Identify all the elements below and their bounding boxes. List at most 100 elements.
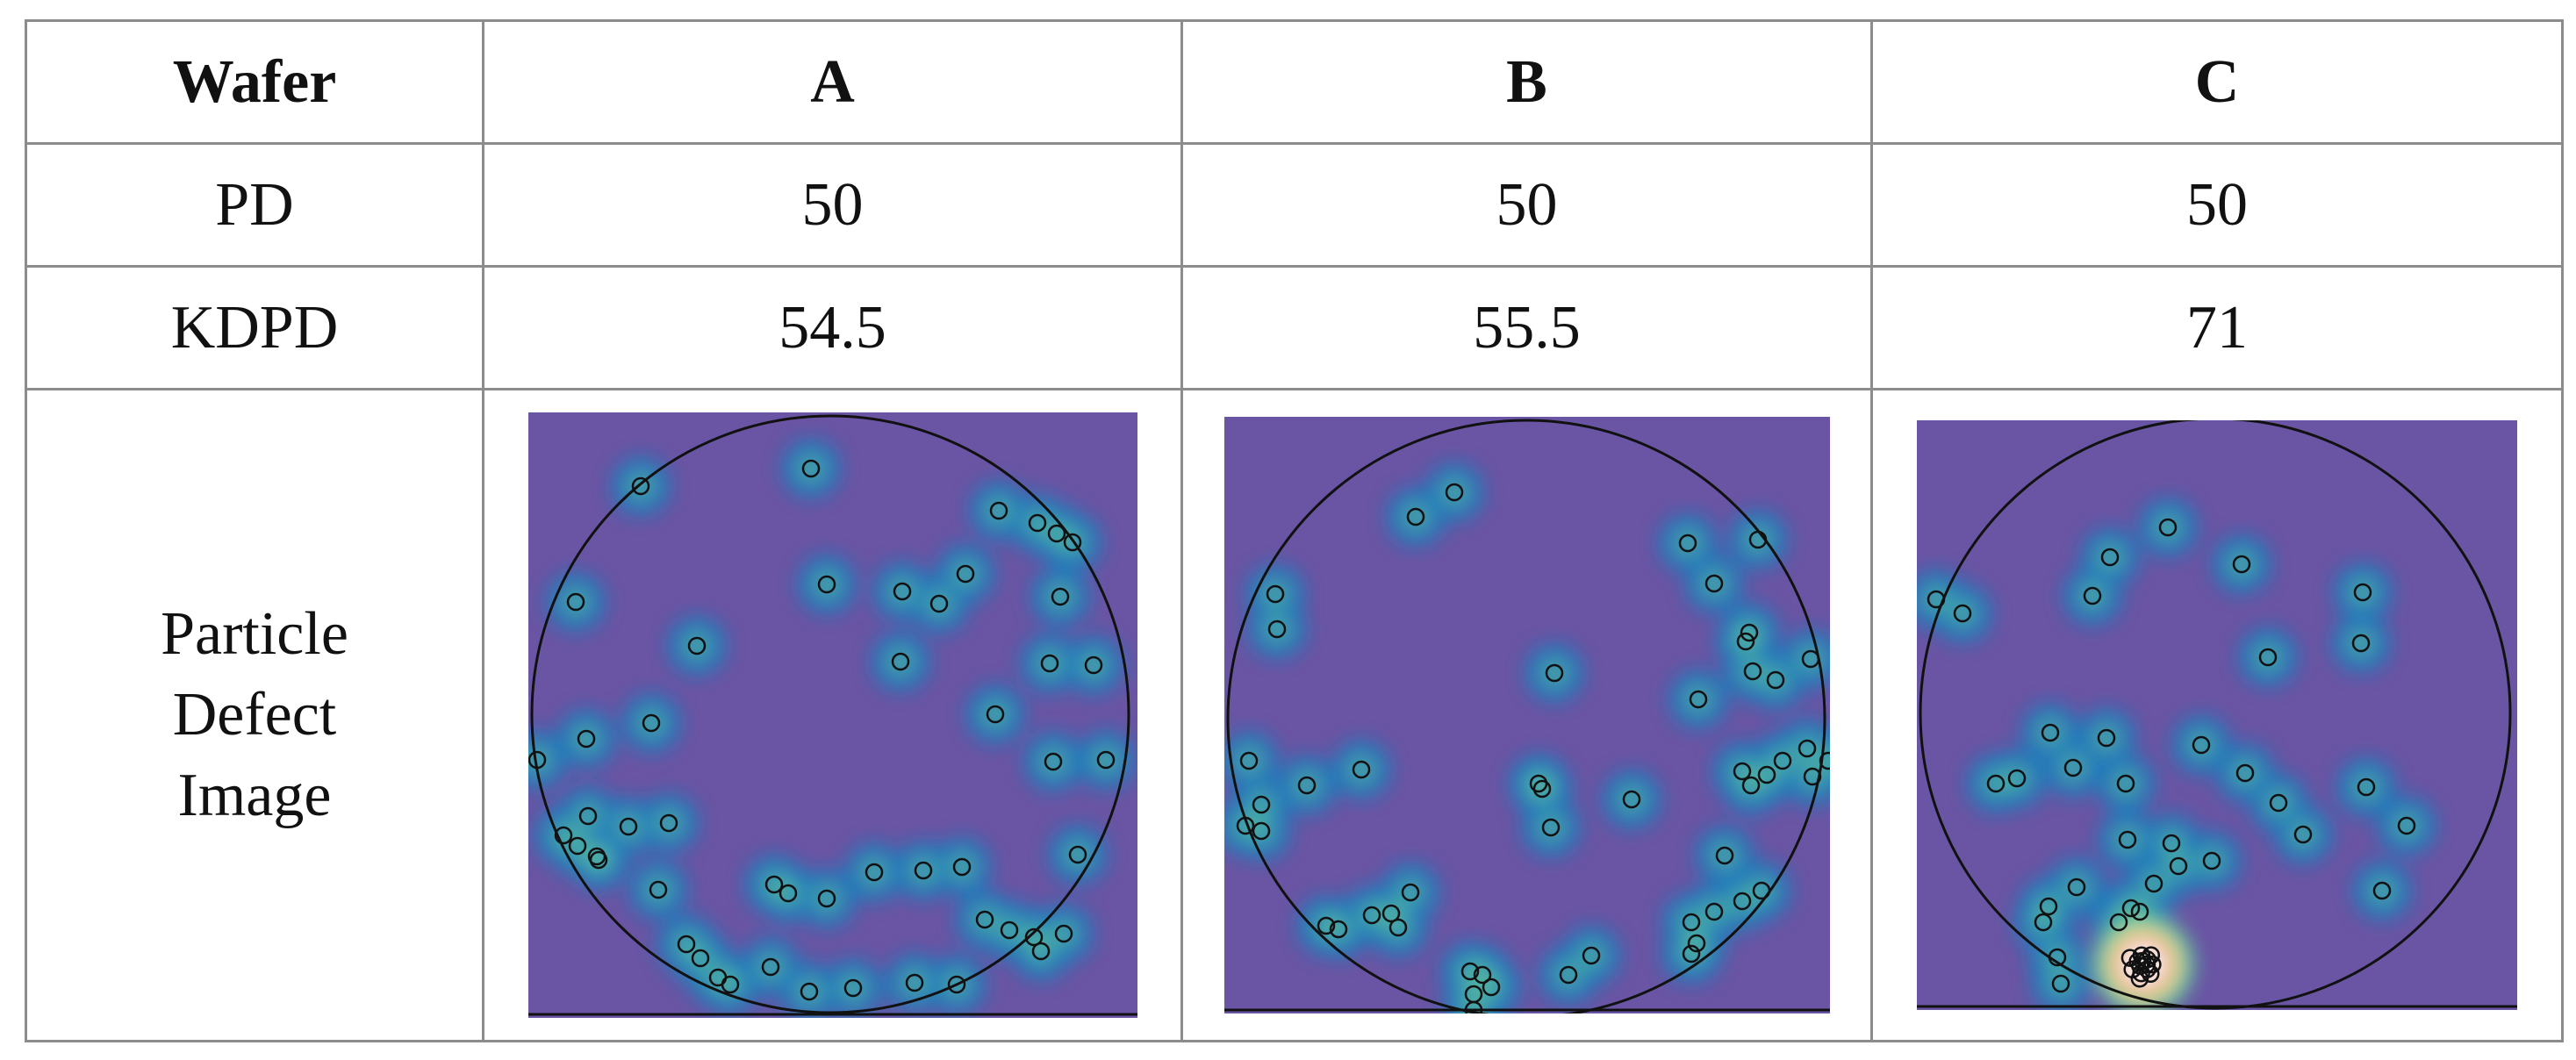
density-layer bbox=[1223, 462, 1830, 1013]
defect-marker bbox=[1084, 655, 1102, 675]
defect-marker bbox=[577, 729, 595, 748]
density-layer bbox=[1917, 498, 2436, 1010]
defect-marker bbox=[527, 750, 546, 770]
wafer-a-cell bbox=[482, 388, 1183, 1042]
defect-marker bbox=[2353, 583, 2372, 602]
defect-marker bbox=[764, 875, 783, 894]
defect-marker bbox=[2232, 555, 2251, 574]
kdpd-value-c: 71 bbox=[1870, 265, 2564, 390]
defect-marker bbox=[800, 982, 818, 1001]
defect-marker bbox=[1559, 965, 1577, 985]
defect-marker bbox=[952, 857, 971, 877]
defect-marker bbox=[1381, 904, 1400, 923]
pd-value-c: 50 bbox=[1870, 142, 2564, 268]
wafer-a-defect-map bbox=[527, 412, 1137, 1018]
defect-marker bbox=[1773, 751, 1791, 770]
kdpd-value-b: 55.5 bbox=[1180, 265, 1873, 390]
pd-label: PD bbox=[25, 142, 484, 268]
defect-marker bbox=[1803, 767, 1821, 786]
defect-marker bbox=[691, 949, 709, 968]
defect-marker bbox=[1054, 924, 1073, 943]
defect-marker bbox=[1678, 534, 1697, 553]
pd-value-a: 50 bbox=[482, 142, 1183, 268]
defect-marker bbox=[843, 978, 862, 998]
defect-marker bbox=[2397, 816, 2416, 835]
defect-marker bbox=[687, 636, 706, 655]
defect-marker bbox=[2007, 769, 2027, 788]
defect-marker bbox=[1068, 845, 1087, 864]
defect-marker bbox=[1532, 779, 1551, 799]
pd-value-b: 50 bbox=[1180, 142, 1873, 268]
defect-marker bbox=[1766, 670, 1784, 690]
wafer-b-cell bbox=[1180, 388, 1873, 1042]
defect-marker bbox=[2269, 793, 2288, 813]
defect-marker bbox=[2063, 758, 2083, 777]
defect-marker bbox=[1267, 620, 1286, 639]
defect-marker bbox=[2202, 851, 2221, 870]
defect-marker bbox=[1682, 944, 1700, 963]
defect-marker bbox=[1733, 892, 1751, 911]
defect-marker bbox=[2169, 856, 2188, 876]
defect-marker bbox=[1329, 920, 1347, 939]
defect-marker bbox=[554, 826, 572, 845]
defect-marker bbox=[2097, 728, 2116, 748]
header-col-c: C bbox=[1870, 19, 2564, 145]
defect-marker bbox=[893, 582, 911, 601]
image-label-line-3: Image bbox=[177, 762, 332, 829]
defect-marker bbox=[2293, 825, 2313, 844]
defect-marker bbox=[1752, 881, 1770, 900]
defect-marker bbox=[905, 973, 923, 992]
defect-marker bbox=[1741, 776, 1760, 795]
defect-marker bbox=[2109, 913, 2128, 932]
defect-marker bbox=[1044, 752, 1062, 771]
defect-marker bbox=[1317, 916, 1335, 935]
kdpd-value-a: 54.5 bbox=[482, 265, 1183, 390]
defect-marker bbox=[956, 564, 974, 584]
defect-marker bbox=[1401, 883, 1419, 902]
defect-marker bbox=[1047, 524, 1066, 543]
defect-marker bbox=[1689, 690, 1707, 709]
defect-marker bbox=[1687, 934, 1705, 953]
defect-marker bbox=[1252, 795, 1270, 814]
defect-marker bbox=[891, 652, 909, 671]
header-col-a: A bbox=[482, 19, 1183, 145]
defect-marker bbox=[1464, 1000, 1482, 1013]
defect-marker bbox=[989, 501, 1008, 520]
kdpd-label: KDPD bbox=[25, 265, 484, 390]
header-wafer: Wafer bbox=[25, 19, 484, 145]
defect-marker bbox=[631, 476, 649, 496]
image-row: Particle Defect Image bbox=[25, 388, 2564, 1042]
image-label-line-2: Defect bbox=[172, 681, 337, 748]
defect-marker bbox=[2130, 902, 2149, 921]
defect-marker bbox=[1024, 928, 1043, 947]
defect-marker bbox=[1545, 663, 1563, 683]
defect-marker bbox=[1000, 920, 1018, 940]
defect-marker bbox=[2048, 948, 2067, 967]
defect-marker bbox=[566, 592, 585, 612]
defect-marker bbox=[2132, 946, 2151, 965]
defect-marker bbox=[2100, 548, 2120, 567]
defect-marker bbox=[1927, 590, 1946, 609]
defect-marker bbox=[2116, 774, 2135, 793]
defect-marker bbox=[2235, 763, 2255, 783]
defect-marker bbox=[1063, 533, 1081, 552]
defect-marker bbox=[1362, 906, 1381, 925]
defect-marker bbox=[2142, 946, 2161, 964]
defect-marker bbox=[986, 705, 1004, 724]
defect-marker bbox=[1733, 762, 1751, 781]
defect-marker bbox=[2158, 518, 2178, 537]
defect-marker bbox=[1460, 962, 1479, 981]
defect-marker bbox=[2041, 723, 2060, 742]
defect-marker bbox=[1297, 776, 1316, 795]
pd-row: PD 50 50 50 bbox=[25, 142, 2564, 268]
defect-marker bbox=[2258, 648, 2278, 667]
defect-marker bbox=[2121, 899, 2141, 918]
wafer-c-defect-map bbox=[1917, 420, 2517, 1010]
defect-marker bbox=[2130, 970, 2149, 988]
defect-marker bbox=[1736, 632, 1754, 651]
defect-marker bbox=[929, 594, 948, 613]
defect-marker bbox=[2351, 634, 2371, 653]
defect-marker bbox=[677, 935, 695, 954]
defect-marker bbox=[1388, 918, 1407, 937]
defect-marker bbox=[1582, 946, 1600, 965]
